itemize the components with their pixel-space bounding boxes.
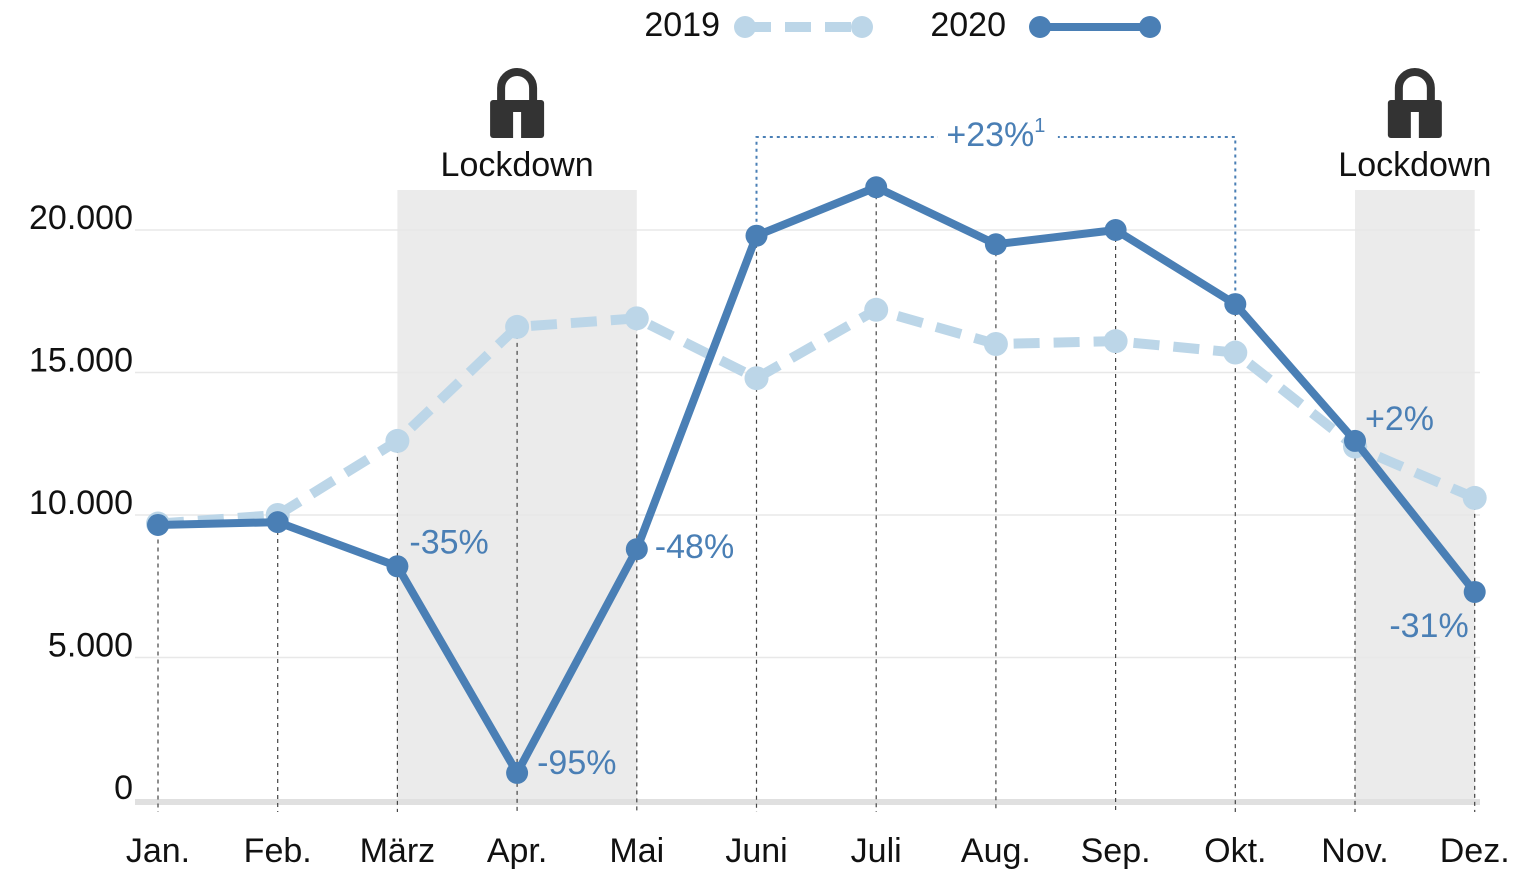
x-tick-label: Aug. (961, 832, 1031, 870)
change-label: -35% (409, 523, 488, 561)
x-tick-label: März (360, 832, 436, 870)
series-line (157, 183, 1478, 777)
lockdown-shade (1355, 190, 1475, 800)
lockdown-label: Lockdown (1338, 146, 1491, 184)
legend-label: 2019 (644, 6, 720, 44)
bracket-label: +23%1 (946, 115, 1045, 154)
series-point (1344, 429, 1366, 452)
legend-dot (851, 16, 873, 38)
change-label: +2% (1365, 400, 1434, 438)
legend-dot (734, 16, 756, 38)
lock-shackle (1394, 68, 1435, 102)
series-line (157, 304, 1477, 529)
lockdown-label: Lockdown (441, 146, 594, 184)
y-tick-label: 10.000 (29, 484, 133, 522)
series-point (1223, 340, 1248, 365)
lock-hole (1410, 112, 1419, 138)
series-point (1224, 293, 1247, 316)
legend-label: 2020 (930, 6, 1006, 44)
x-tick-label: Feb. (244, 832, 312, 870)
x-tick-label: Juli (851, 832, 902, 870)
series-point (624, 306, 649, 331)
x-tick-label: Okt. (1204, 832, 1266, 870)
series-point (506, 761, 529, 784)
x-tick-label: Mai (609, 832, 664, 870)
lock-icon (490, 68, 545, 138)
series-point (1104, 219, 1127, 241)
series-point (983, 332, 1008, 356)
series-point (745, 224, 768, 247)
series-point (1462, 485, 1487, 510)
lock-shackle (497, 68, 538, 102)
series-point (505, 314, 530, 339)
series-point (984, 233, 1007, 256)
y-tick-label: 0 (114, 769, 133, 807)
lock-icon (1387, 68, 1442, 138)
x-tick-label: Sep. (1081, 832, 1151, 870)
bracket-footnote: 1 (1034, 115, 1045, 137)
change-label: -95% (537, 744, 616, 782)
change-label: -31% (1389, 607, 1468, 645)
change-label: -48% (655, 528, 734, 566)
x-tick-label: Apr. (487, 832, 547, 870)
bracket-label-bg (937, 117, 1058, 157)
y-tick-label: 5.000 (48, 626, 133, 664)
x-tick-label: Juni (725, 832, 787, 870)
lock-hole (513, 112, 522, 138)
y-tick-label: 15.000 (29, 341, 133, 379)
x-tick-label: Nov. (1321, 832, 1388, 870)
legend-dot (1139, 16, 1161, 38)
series-point (147, 513, 169, 536)
series-point (625, 538, 648, 561)
series-point (744, 366, 769, 391)
series-point (1103, 329, 1128, 354)
series-point (864, 297, 889, 322)
series-point (1463, 580, 1486, 603)
series-point (386, 555, 409, 578)
series-point (865, 176, 888, 199)
x-tick-label: Dez. (1440, 832, 1510, 870)
series-point (266, 511, 289, 534)
x-tick-label: Jan. (126, 832, 190, 870)
legend-dot (1029, 16, 1051, 38)
bracket-value: +23% (946, 116, 1034, 154)
y-tick-label: 20.000 (29, 199, 133, 237)
series-point (385, 428, 410, 453)
